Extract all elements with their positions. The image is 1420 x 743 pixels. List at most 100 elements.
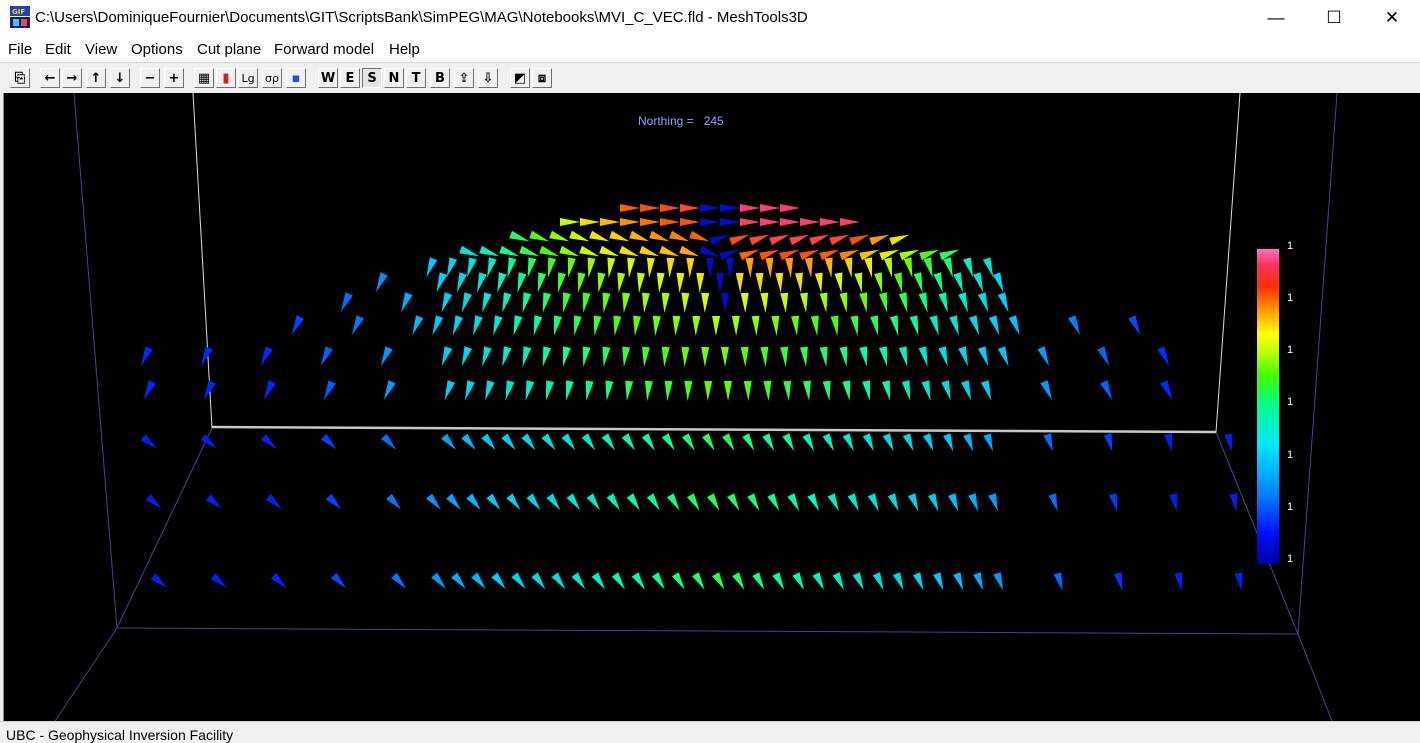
view-north-button[interactable]: N	[384, 68, 404, 88]
vector-cone	[325, 493, 342, 510]
menu-view[interactable]: View	[85, 41, 118, 58]
copy-button[interactable]: ⎘	[10, 68, 30, 88]
box-edge	[1297, 633, 1333, 722]
vector-cone	[680, 204, 700, 212]
pan-left-button[interactable]: ←	[40, 68, 60, 88]
vector-cone	[842, 380, 851, 401]
vector-cone	[977, 346, 989, 367]
vector-cone	[704, 380, 713, 401]
vector-cone	[977, 292, 989, 313]
color-palette-button[interactable]: ▪	[286, 68, 306, 88]
vector-cone	[539, 245, 560, 257]
vector-cone	[1224, 433, 1233, 452]
pan-up-button[interactable]: ↑	[86, 68, 106, 88]
vector-cone	[547, 257, 556, 278]
menu-file[interactable]: File	[8, 41, 33, 58]
vector-cone	[627, 257, 636, 278]
colorbar-toggle-button[interactable]: ▮	[216, 68, 236, 88]
vector-cone	[928, 493, 939, 512]
3d-viewport[interactable]	[3, 93, 1420, 721]
vector-cone	[720, 218, 740, 226]
vector-cone	[953, 272, 963, 293]
vector-cone	[819, 249, 840, 261]
vector-cone	[1113, 572, 1123, 591]
pan-down-button[interactable]: ↓	[110, 68, 130, 88]
vector-cone	[862, 380, 871, 401]
mesh-grid-button[interactable]: ▦	[194, 68, 214, 88]
vector-cone	[522, 292, 532, 313]
vector-cone	[351, 315, 364, 336]
view-west-button[interactable]: W	[318, 68, 338, 88]
vector-cone	[692, 315, 701, 336]
vector-cone	[765, 257, 774, 278]
vector-cone	[751, 315, 760, 336]
vector-cone	[958, 346, 968, 367]
menu-edit[interactable]: Edit	[45, 41, 71, 58]
vector-cone	[260, 346, 273, 367]
menu-forward-model[interactable]: Forward model	[274, 41, 375, 58]
vector-cone	[605, 380, 614, 401]
menu-help[interactable]: Help	[389, 41, 420, 58]
vector-cone	[629, 230, 650, 242]
vector-cone	[899, 249, 920, 261]
vector-cone	[646, 257, 655, 278]
vector-cone	[210, 573, 227, 588]
close-button[interactable]: ✕	[1384, 8, 1400, 27]
vector-cone	[700, 204, 720, 212]
vector-cone	[1043, 433, 1053, 452]
vector-cone	[412, 315, 424, 336]
vector-cone	[879, 292, 888, 313]
view-south-button[interactable]: S	[362, 68, 382, 88]
vector-cone	[587, 257, 596, 278]
vector-cone	[1103, 433, 1113, 452]
minimize-button[interactable]: —	[1267, 8, 1285, 27]
vector-cone	[902, 433, 914, 452]
colorbar-tick: 1	[1287, 292, 1294, 304]
vector-cone	[943, 257, 953, 278]
log-scale-button[interactable]: Lg	[238, 68, 258, 88]
cut-plane-button[interactable]: ◩	[510, 68, 530, 88]
vector-cone	[887, 493, 899, 512]
window-title: C:\Users\DominiqueFournier\Documents\GIT…	[35, 9, 808, 26]
pan-right-button[interactable]: →	[62, 68, 82, 88]
vector-cone	[723, 381, 732, 401]
vector-cone	[452, 315, 463, 336]
vector-cone	[680, 218, 700, 226]
gif-app-icon: GIF	[10, 6, 30, 28]
slice-up-button[interactable]: ⇪	[454, 68, 474, 88]
vector-cone	[487, 257, 497, 278]
vector-cone	[481, 433, 496, 450]
menu-cut-plane[interactable]: Cut plane	[197, 41, 262, 58]
vector-cone	[461, 292, 472, 313]
vector-cone	[641, 433, 655, 451]
sigma-button[interactable]: σρ	[262, 68, 282, 88]
vector-cone	[988, 493, 998, 512]
reset-view-button[interactable]: ⧈	[532, 68, 552, 88]
view-top-button[interactable]: T	[406, 68, 426, 88]
vector-cone	[1040, 380, 1052, 401]
zoom-out-button[interactable]: −	[140, 68, 160, 88]
view-bottom-button[interactable]: B	[430, 68, 450, 88]
slice-down-button[interactable]: ⇩	[478, 68, 498, 88]
vector-cone	[893, 272, 903, 293]
vector-cone	[839, 346, 848, 367]
vector-cone	[642, 292, 650, 313]
vector-cone	[701, 292, 710, 313]
maximize-button[interactable]: ☐	[1326, 8, 1342, 27]
vector-cone	[980, 380, 992, 401]
menu-options[interactable]: Options	[131, 41, 183, 58]
vector-cone	[566, 380, 574, 401]
vector-cone	[466, 493, 481, 510]
vector-cone	[780, 204, 800, 212]
vector-cone	[473, 315, 483, 336]
vector-cone	[702, 433, 715, 451]
vector-cone	[903, 257, 913, 278]
vector-cone	[763, 380, 772, 401]
vector-cone	[812, 572, 824, 591]
zoom-in-button[interactable]: +	[164, 68, 184, 88]
view-east-button[interactable]: E	[340, 68, 360, 88]
vector-cone	[566, 493, 581, 511]
vector-cone	[819, 346, 828, 367]
vector-cone	[1234, 572, 1243, 591]
